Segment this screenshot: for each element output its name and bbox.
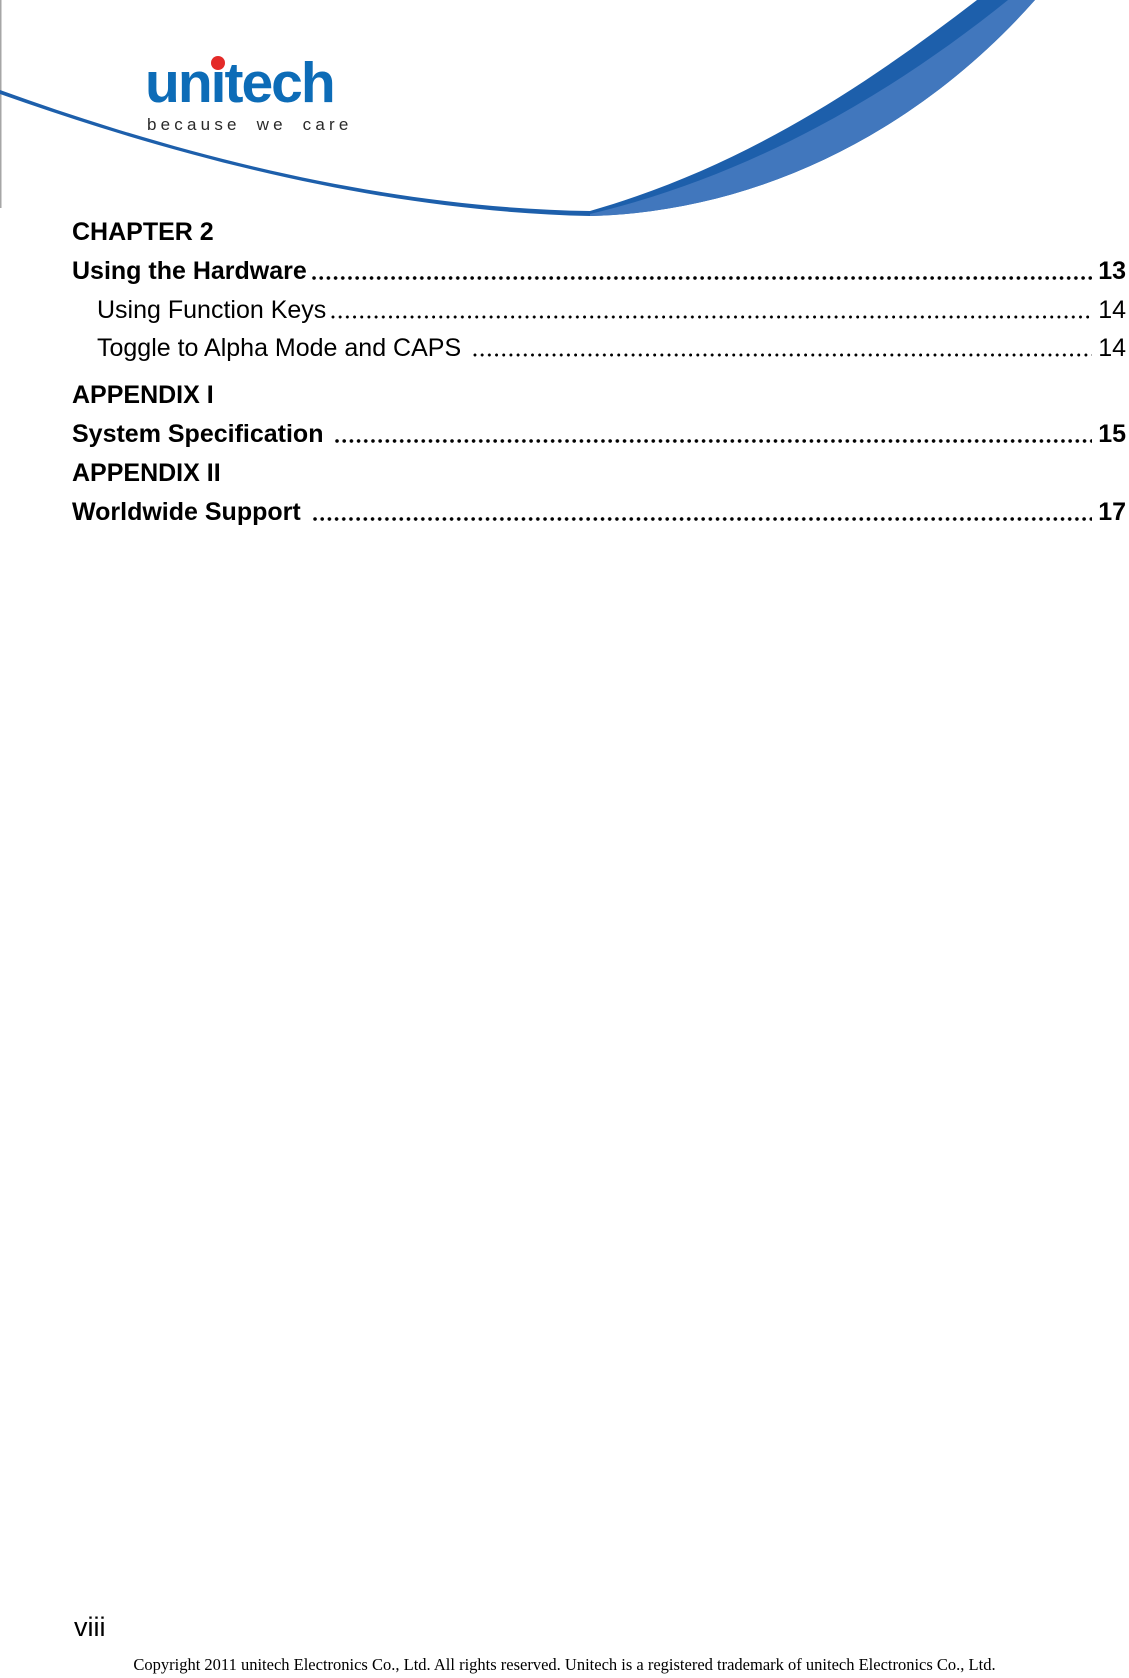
- toc-entry-label: APPENDIX II: [72, 458, 221, 487]
- copyright-line: Copyright 2011 unitech Electronics Co., …: [133, 1655, 996, 1674]
- dot-leader: [335, 438, 1093, 443]
- toc-entry-label: Worldwide Support: [72, 497, 308, 526]
- toc-entry-label: Toggle to Alpha Mode and CAPS: [97, 334, 469, 363]
- toc-entry-label: CHAPTER 2: [72, 218, 214, 246]
- toc-entry-label: APPENDIX I: [72, 381, 214, 410]
- table-of-contents: CHAPTER 2 Using the Hardware 13 Using Fu…: [72, 213, 1126, 531]
- toc-entry-appendix-2: APPENDIX II: [72, 454, 1126, 493]
- page-number: viii: [74, 1612, 106, 1642]
- toc-entry-toggle-alpha-mode: Toggle to Alpha Mode and CAPS 14: [72, 329, 1126, 368]
- toc-page-number: 13: [1098, 256, 1126, 285]
- toc-page-number: 14: [1098, 295, 1126, 324]
- toc-page-number: 15: [1098, 419, 1126, 448]
- toc-entry-label: Using the Hardware: [72, 256, 307, 285]
- toc-entry-label: Using Function Keys: [97, 295, 327, 324]
- header-swoosh-graphic: [0, 0, 1035, 216]
- dot-leader: [331, 314, 1093, 319]
- toc-entry-system-specification: System Specification 15: [72, 415, 1126, 454]
- page-edge-line: [0, 0, 2, 208]
- dot-leader: [473, 353, 1093, 358]
- logo-red-dot-icon: [211, 56, 225, 70]
- toc-entry-using-function-keys: Using Function Keys 14: [72, 291, 1126, 330]
- toc-entry-using-the-hardware: Using the Hardware 13: [72, 252, 1126, 291]
- toc-entry-label: System Specification: [72, 419, 331, 448]
- dot-leader: [311, 275, 1093, 280]
- swoosh-light-band: [590, 0, 1035, 216]
- logo-wordmark-row: unitech: [145, 55, 353, 112]
- dot-leader: [312, 516, 1093, 521]
- toc-page-number: 17: [1098, 497, 1126, 526]
- toc-entry-chapter-2: CHAPTER 2: [72, 213, 1126, 252]
- logo-tagline: because we care: [147, 115, 353, 134]
- unitech-logo: unitech because we care: [145, 55, 353, 135]
- toc-page-number: 14: [1098, 334, 1126, 363]
- logo-wordmark: unitech: [145, 51, 336, 115]
- toc-entry-appendix-1: APPENDIX I: [72, 376, 1126, 415]
- toc-entry-worldwide-support: Worldwide Support 17: [72, 493, 1126, 532]
